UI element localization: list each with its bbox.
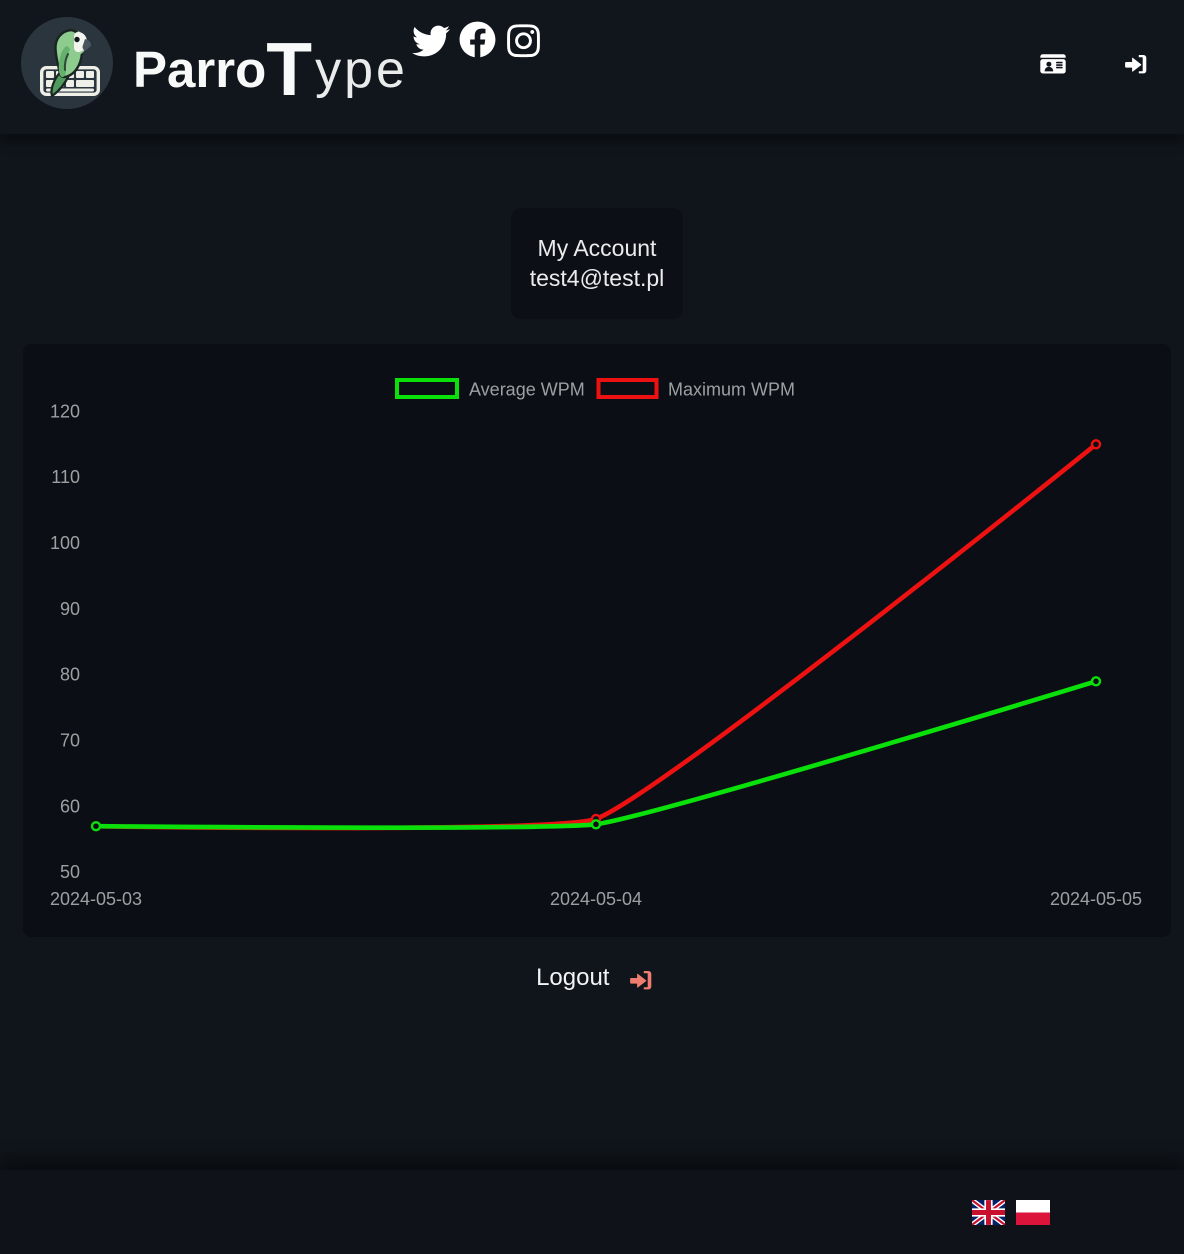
svg-text:60: 60 [60, 796, 80, 816]
svg-text:Maximum WPM: Maximum WPM [668, 380, 795, 400]
svg-text:Average WPM: Average WPM [469, 380, 585, 400]
svg-text:100: 100 [50, 533, 80, 553]
svg-text:2024-05-05: 2024-05-05 [1050, 889, 1142, 909]
svg-text:2024-05-03: 2024-05-03 [50, 889, 142, 909]
svg-text:80: 80 [60, 665, 80, 685]
svg-text:70: 70 [60, 731, 80, 751]
svg-text:50: 50 [60, 862, 80, 882]
svg-text:120: 120 [50, 401, 80, 421]
svg-text:110: 110 [51, 467, 80, 487]
svg-text:2024-05-04: 2024-05-04 [550, 889, 642, 909]
svg-text:90: 90 [60, 599, 80, 619]
